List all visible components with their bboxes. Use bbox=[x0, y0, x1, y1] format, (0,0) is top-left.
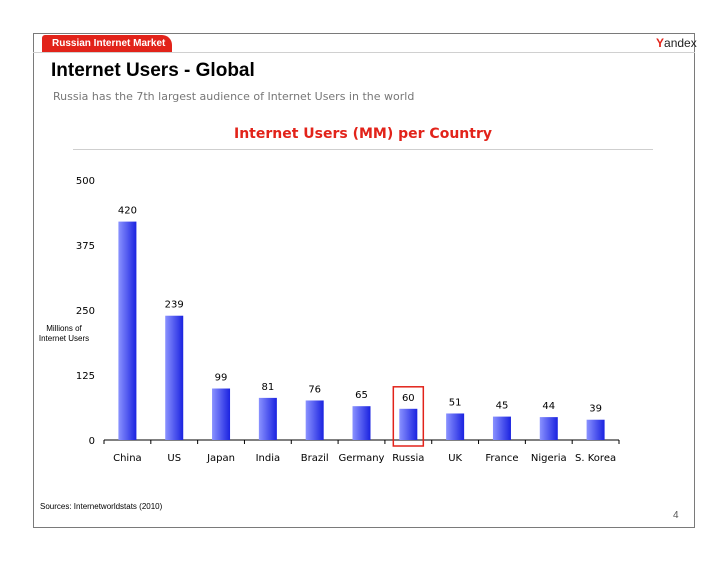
bar-value-label: 99 bbox=[215, 373, 228, 384]
x-tick-label: India bbox=[256, 453, 281, 464]
x-tick-label: US bbox=[167, 453, 181, 464]
bar-russia bbox=[399, 408, 418, 440]
x-tick-label: Germany bbox=[339, 453, 385, 464]
x-tick-label: Nigeria bbox=[531, 453, 567, 464]
bar-china bbox=[118, 221, 137, 440]
bar-s-korea bbox=[586, 419, 605, 440]
y-tick-label: 500 bbox=[76, 176, 95, 187]
source-note: Sources: Internetworldstats (2010) bbox=[40, 502, 163, 511]
x-tick-label: Russia bbox=[392, 453, 424, 464]
x-tick-label: France bbox=[485, 453, 518, 464]
bar-value-label: 76 bbox=[308, 384, 321, 395]
chart-axes bbox=[103, 439, 620, 444]
bar-germany bbox=[352, 406, 371, 440]
slide-frame bbox=[33, 33, 695, 528]
bar-value-label: 60 bbox=[402, 393, 415, 404]
bar-value-label: 45 bbox=[496, 401, 509, 412]
chart-labels: 0 125 250 375 500 420 China 239 US 99 Japan 81 India… bbox=[76, 176, 616, 464]
y-tick-label: 0 bbox=[89, 436, 95, 447]
bar-us bbox=[165, 315, 184, 440]
bar-uk bbox=[446, 413, 465, 440]
page-title: Internet Users - Global bbox=[51, 60, 255, 81]
chart-title: Internet Users (MM) per Country bbox=[234, 126, 492, 142]
bar-value-label: 420 bbox=[118, 206, 137, 217]
bar-value-label: 65 bbox=[355, 390, 368, 401]
bar-value-label: 44 bbox=[542, 401, 555, 412]
bar-value-label: 51 bbox=[449, 397, 462, 408]
bar-nigeria bbox=[539, 417, 558, 440]
page-number: 4 bbox=[673, 510, 679, 521]
chart-bars bbox=[118, 221, 605, 440]
x-tick-label: Brazil bbox=[301, 453, 329, 464]
y-tick-label: 250 bbox=[76, 306, 95, 317]
section-tab: Russian Internet Market bbox=[42, 35, 172, 52]
bar-japan bbox=[212, 388, 231, 440]
logo-initial: Y bbox=[656, 36, 665, 50]
bar-india bbox=[258, 397, 277, 440]
bar-brazil bbox=[305, 400, 324, 440]
logo-rest: andex bbox=[664, 36, 697, 50]
yandex-logo: Yandex bbox=[656, 36, 697, 50]
bar-value-label: 39 bbox=[589, 404, 602, 415]
highlight-box-russia bbox=[392, 386, 425, 447]
y-axis-label: Millions of Internet Users bbox=[38, 324, 90, 343]
x-tick-label: S. Korea bbox=[575, 453, 616, 464]
header-divider bbox=[33, 52, 695, 53]
x-tick-label: China bbox=[113, 453, 142, 464]
y-tick-label: 375 bbox=[76, 241, 95, 252]
y-tick-label: 125 bbox=[76, 371, 95, 382]
bar-value-label: 239 bbox=[165, 300, 184, 311]
bar-value-label: 81 bbox=[261, 382, 274, 393]
x-tick-label: UK bbox=[448, 453, 462, 464]
page-subtitle: Russia has the 7th largest audience of I… bbox=[53, 90, 415, 103]
chart-title-divider bbox=[73, 149, 653, 150]
bar-france bbox=[492, 416, 511, 440]
x-tick-label: Japan bbox=[206, 453, 235, 464]
